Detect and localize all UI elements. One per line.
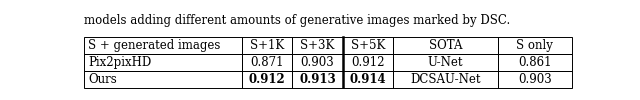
Bar xyxy=(498,54,572,71)
Bar xyxy=(343,37,394,54)
Text: S+1K: S+1K xyxy=(250,39,284,52)
Bar xyxy=(343,71,394,88)
Text: 0.912: 0.912 xyxy=(351,56,385,69)
Text: models adding different amounts of generative images marked by DSC.: models adding different amounts of gener… xyxy=(84,14,510,27)
Text: Ours: Ours xyxy=(88,73,116,86)
Text: 0.913: 0.913 xyxy=(300,73,336,86)
Bar xyxy=(292,71,343,88)
Bar xyxy=(84,37,242,54)
Bar xyxy=(394,71,498,88)
Bar xyxy=(394,54,498,71)
Bar xyxy=(242,54,292,71)
Bar xyxy=(84,54,242,71)
Text: Pix2pixHD: Pix2pixHD xyxy=(88,56,151,69)
Text: 0.914: 0.914 xyxy=(350,73,387,86)
Text: SOTA: SOTA xyxy=(429,39,462,52)
Text: S only: S only xyxy=(516,39,553,52)
Bar xyxy=(84,71,242,88)
Text: S+5K: S+5K xyxy=(351,39,385,52)
Bar xyxy=(242,37,292,54)
Text: U-Net: U-Net xyxy=(428,56,463,69)
Text: 0.861: 0.861 xyxy=(518,56,552,69)
Text: 0.871: 0.871 xyxy=(250,56,284,69)
Text: DCSAU-Net: DCSAU-Net xyxy=(410,73,481,86)
Bar xyxy=(292,37,343,54)
Bar xyxy=(343,54,394,71)
Bar xyxy=(498,71,572,88)
Text: 0.912: 0.912 xyxy=(248,73,285,86)
Bar xyxy=(394,37,498,54)
Text: 0.903: 0.903 xyxy=(301,56,335,69)
Text: S+3K: S+3K xyxy=(300,39,335,52)
Bar xyxy=(292,54,343,71)
Text: S + generated images: S + generated images xyxy=(88,39,220,52)
Bar xyxy=(242,71,292,88)
Bar xyxy=(498,37,572,54)
Text: 0.903: 0.903 xyxy=(518,73,552,86)
